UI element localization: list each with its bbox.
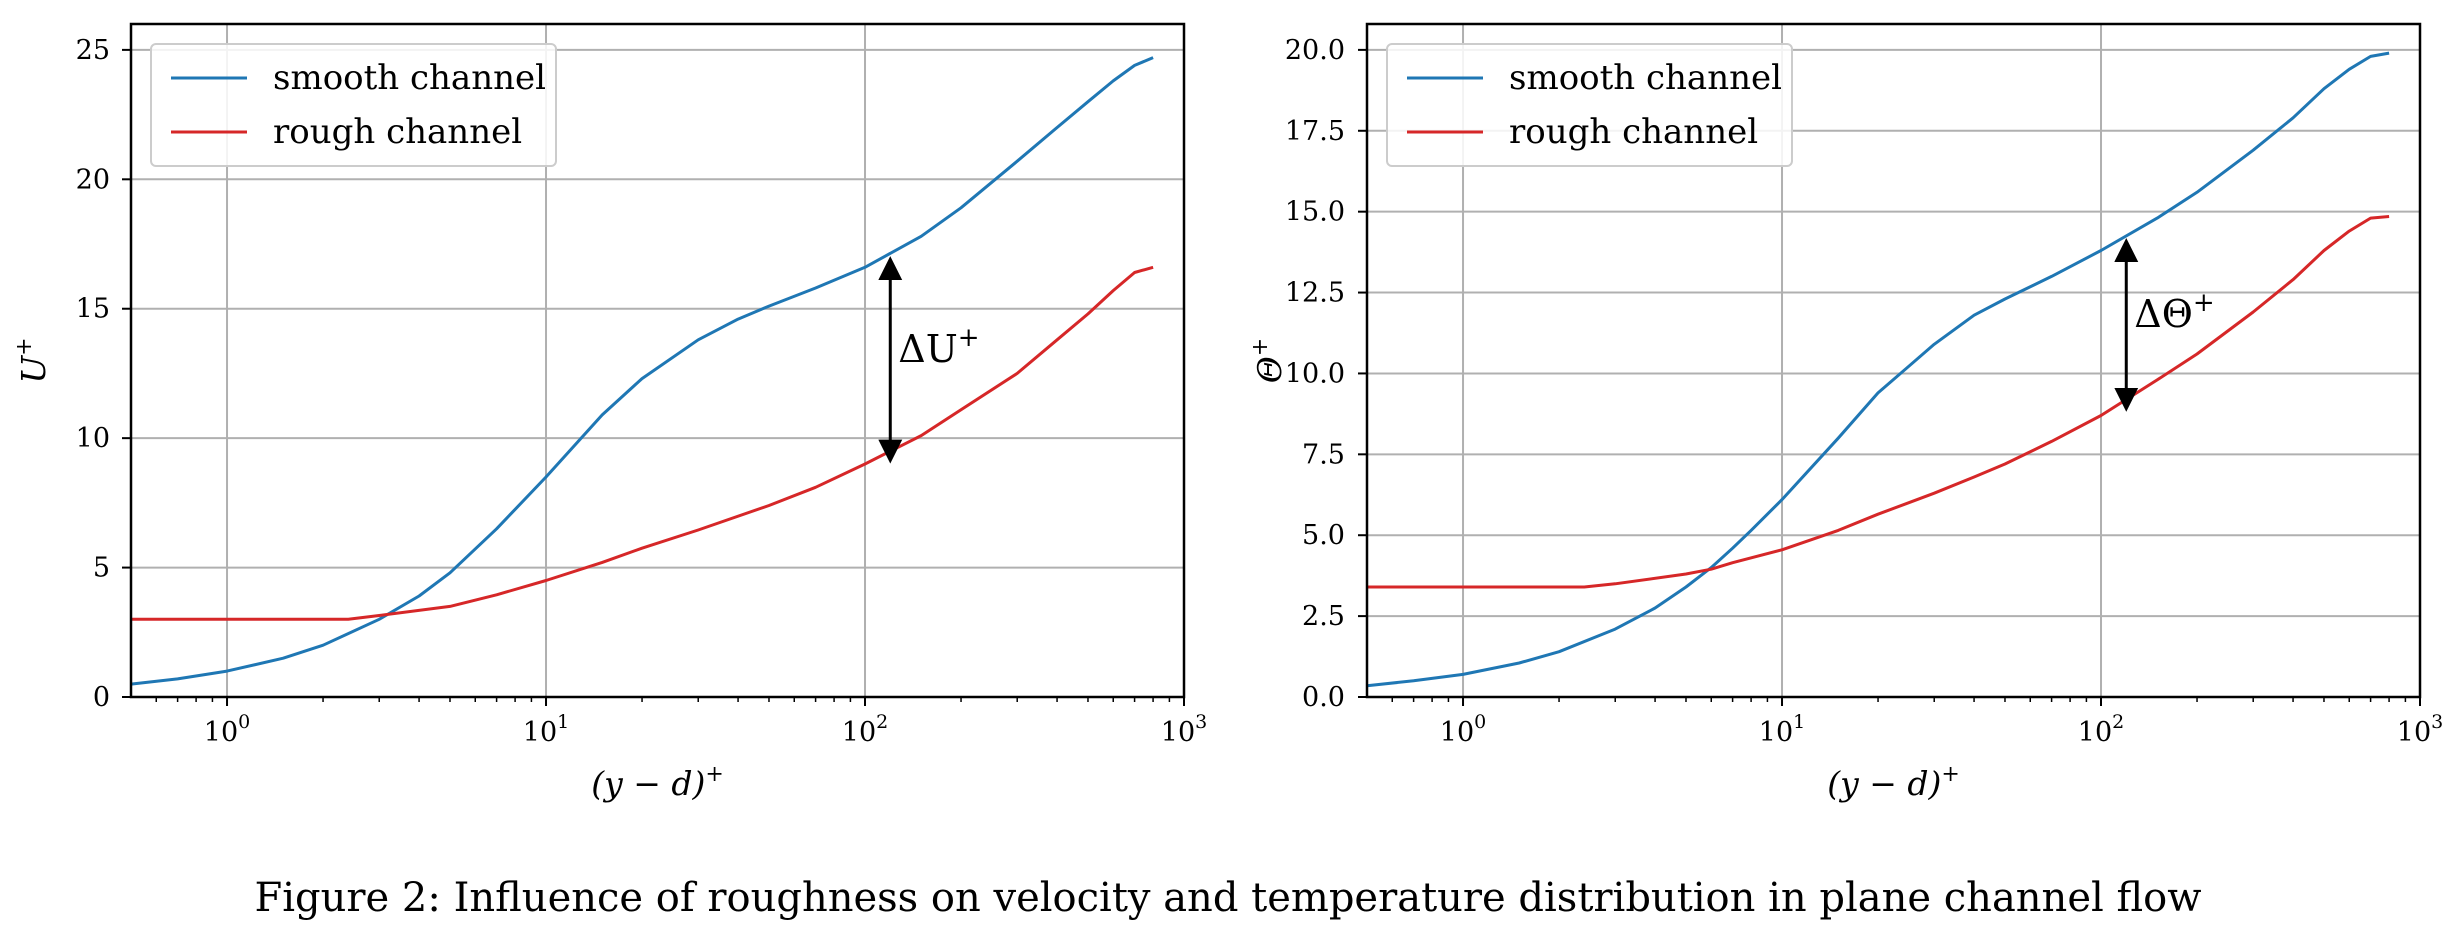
- y-tick-label: 25: [76, 35, 110, 66]
- y-tick-label: 10: [76, 423, 110, 454]
- y-tick-label: 0.0: [1302, 682, 1345, 713]
- x-tick-label: 102: [2078, 711, 2124, 748]
- y-tick-label: 10.0: [1285, 358, 1345, 389]
- series-line-smooth: [130, 56, 1154, 686]
- y-tick-label: 20: [76, 164, 110, 195]
- y-tick-label: 5: [93, 553, 110, 584]
- x-tick-label: 101: [523, 711, 569, 748]
- series-line-rough: [131, 265, 1154, 621]
- y-tick-label: 12.5: [1285, 278, 1345, 309]
- x-tick-label: 101: [1759, 711, 1805, 748]
- plot-frame: [1365, 22, 2422, 699]
- delta-annotation: ΔU+: [898, 323, 979, 371]
- legend-label: smooth channel: [273, 58, 546, 98]
- series-line-smooth: [1366, 51, 2390, 688]
- x-tick-label: 103: [2397, 711, 2443, 748]
- y-tick-label: 15: [76, 294, 110, 325]
- velocity-panel: 100 101 102 103 0 5 10 15 20 25 (y − d)+ U+ ΔU+ smoot…: [12, 22, 1207, 803]
- y-tick-label: 7.5: [1302, 439, 1345, 470]
- legend-box: [150, 43, 557, 167]
- x-tick-label: 100: [204, 711, 250, 748]
- y-axis-label: U+: [12, 337, 53, 383]
- legend-label: rough channel: [1509, 112, 1758, 152]
- figure-caption: Figure 2: Influence of roughness on velo…: [254, 875, 2202, 921]
- y-tick-label: 15.0: [1285, 197, 1345, 228]
- delta-annotation: ΔΘ+: [2134, 288, 2214, 336]
- x-tick-label: 100: [1440, 711, 1486, 748]
- y-tick-label: 17.5: [1285, 116, 1345, 147]
- y-tick-label: 20.0: [1285, 35, 1345, 66]
- legend-box: [1386, 43, 1793, 167]
- y-tick-label: 5.0: [1302, 520, 1345, 551]
- y-tick-label: 0: [93, 682, 110, 713]
- x-tick-label: 103: [1161, 711, 1207, 748]
- x-tick-label: 102: [842, 711, 888, 748]
- x-axis-label: (y − d)+: [1827, 762, 1960, 803]
- legend-label: smooth channel: [1509, 58, 1782, 98]
- y-tick-label: 2.5: [1302, 601, 1345, 632]
- plot-frame: [129, 22, 1186, 699]
- y-axis-label: Θ+: [1248, 338, 1289, 384]
- temperature-panel: 100 101 102 103 0.0 2.5 5.0 7.5 10.0 12.5 15.0 17.5…: [1248, 22, 2443, 803]
- x-axis-label: (y − d)+: [591, 762, 724, 803]
- legend-label: rough channel: [273, 112, 522, 152]
- series-line-rough: [1367, 215, 2390, 589]
